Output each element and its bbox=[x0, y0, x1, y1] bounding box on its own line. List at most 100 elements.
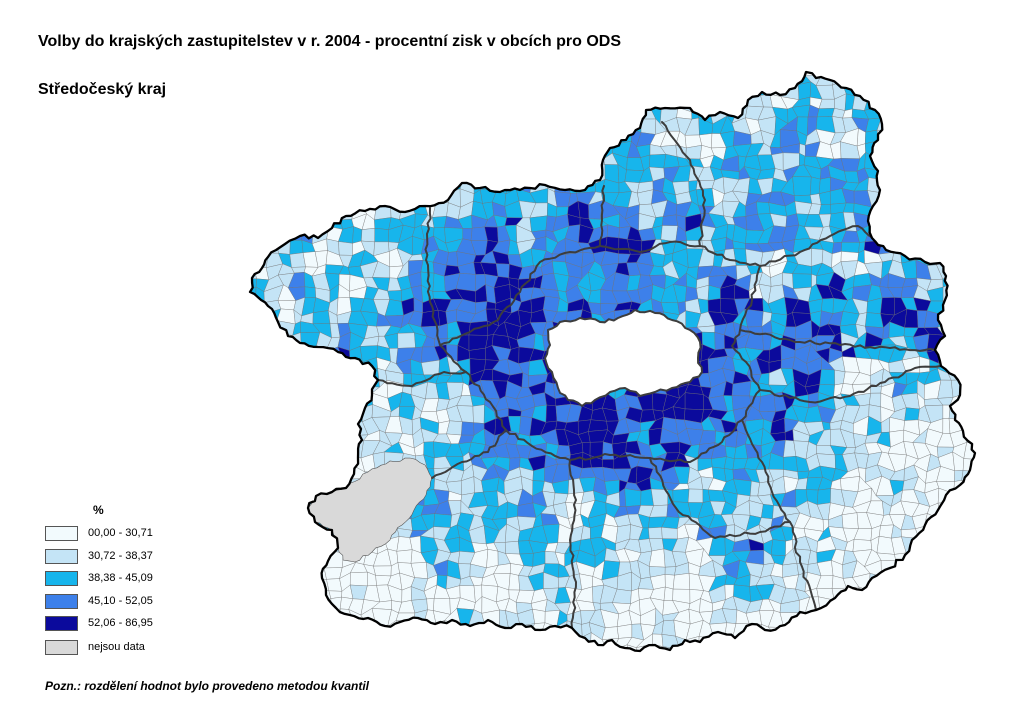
municipality-area bbox=[684, 392, 704, 410]
municipality-area bbox=[397, 332, 416, 349]
municipality-area bbox=[496, 263, 510, 278]
municipality-area bbox=[352, 226, 363, 244]
municipality-area bbox=[342, 356, 353, 376]
municipality-area bbox=[374, 200, 392, 220]
legend-item: 45,10 - 52,05 bbox=[45, 594, 215, 609]
municipality-area bbox=[373, 565, 392, 577]
municipality-area bbox=[648, 527, 663, 539]
legend-item: 30,72 - 38,37 bbox=[45, 549, 215, 564]
municipality-area bbox=[616, 624, 633, 639]
legend-item-no-data: nejsou data bbox=[45, 640, 215, 655]
municipality-area bbox=[841, 512, 859, 529]
municipality-area bbox=[816, 488, 831, 505]
municipality-layer bbox=[250, 72, 975, 651]
municipality-area bbox=[649, 154, 666, 169]
municipality-area bbox=[869, 392, 882, 407]
municipality-area bbox=[664, 574, 675, 590]
municipality-area bbox=[486, 549, 499, 568]
municipality-area bbox=[350, 571, 368, 587]
municipality-area bbox=[698, 636, 715, 651]
municipality-area bbox=[687, 488, 704, 503]
map-note: Pozn.: rozdělení hodnot bylo provedeno m… bbox=[45, 679, 370, 693]
municipality-area bbox=[446, 251, 459, 267]
legend-swatch bbox=[45, 571, 78, 586]
municipality-area bbox=[250, 263, 257, 279]
municipality-area bbox=[480, 625, 500, 640]
municipality-area bbox=[433, 513, 452, 528]
municipality-area bbox=[462, 228, 473, 241]
municipality-area bbox=[662, 214, 678, 226]
municipality-area bbox=[707, 298, 721, 313]
municipality-area bbox=[664, 566, 677, 576]
legend-swatch bbox=[45, 549, 78, 564]
municipality-area bbox=[661, 527, 678, 540]
municipality-area bbox=[592, 320, 606, 340]
municipality-area bbox=[374, 228, 389, 243]
municipality-area bbox=[672, 573, 690, 590]
legend-swatch bbox=[45, 616, 78, 631]
municipality-area bbox=[841, 242, 860, 253]
municipality-area bbox=[744, 308, 764, 328]
municipality-area bbox=[521, 372, 529, 388]
municipality-area bbox=[432, 216, 447, 228]
municipality-area bbox=[818, 191, 831, 205]
municipality-area bbox=[277, 300, 296, 311]
municipality-area bbox=[852, 539, 872, 552]
legend-label: 38,38 - 45,09 bbox=[88, 572, 153, 584]
municipality-area bbox=[554, 180, 571, 194]
municipality-area bbox=[904, 308, 919, 328]
municipality-area bbox=[289, 240, 304, 255]
municipality-area bbox=[840, 476, 860, 492]
municipality-area bbox=[316, 476, 332, 495]
municipality-area bbox=[792, 176, 812, 196]
municipality-area bbox=[581, 165, 596, 184]
municipality-area bbox=[844, 171, 860, 184]
municipality-area bbox=[758, 393, 776, 412]
municipality-area bbox=[461, 421, 475, 436]
municipality-area bbox=[396, 549, 413, 564]
municipality-area bbox=[696, 188, 715, 207]
municipality-area bbox=[783, 456, 798, 472]
municipality-area bbox=[942, 404, 951, 419]
municipality-area bbox=[505, 541, 520, 555]
municipality-area bbox=[792, 273, 812, 289]
municipality-area bbox=[818, 177, 831, 194]
municipality-area bbox=[780, 72, 799, 85]
municipality-area bbox=[761, 504, 774, 520]
municipality-area bbox=[714, 332, 725, 351]
legend-label: 30,72 - 38,37 bbox=[88, 550, 153, 562]
municipality-area bbox=[808, 392, 819, 408]
legend-label: nejsou data bbox=[88, 641, 145, 653]
municipality-area bbox=[661, 374, 679, 388]
municipality-area bbox=[711, 456, 727, 469]
municipality-area bbox=[605, 236, 620, 254]
municipality-area bbox=[770, 539, 786, 556]
municipality-area bbox=[942, 418, 951, 434]
legend-label: 45,10 - 52,05 bbox=[88, 595, 153, 607]
municipality-area bbox=[312, 310, 331, 324]
municipality-area bbox=[810, 176, 821, 196]
legend-swatch bbox=[45, 594, 78, 609]
legend-item: 38,38 - 45,09 bbox=[45, 571, 215, 586]
legend: % 00,00 - 30,71 30,72 - 38,37 38,38 - 45… bbox=[45, 503, 215, 663]
legend-unit: % bbox=[93, 503, 104, 517]
municipality-area bbox=[624, 488, 642, 507]
municipality-area bbox=[553, 382, 571, 399]
region-name: Středočeský kraj bbox=[38, 81, 167, 98]
municipality-area bbox=[961, 418, 975, 431]
municipality-area bbox=[904, 407, 920, 421]
legend-item: 52,06 - 86,95 bbox=[45, 616, 215, 631]
municipality-area bbox=[923, 526, 942, 540]
municipality-area bbox=[953, 480, 968, 494]
municipality-area bbox=[600, 321, 616, 340]
municipality-area bbox=[338, 241, 353, 256]
municipality-area bbox=[864, 152, 884, 172]
municipality-area bbox=[947, 356, 966, 376]
legend-swatch bbox=[45, 526, 78, 541]
municipality-area bbox=[798, 81, 812, 100]
municipality-area bbox=[289, 252, 306, 268]
legend-item: 00,00 - 30,71 bbox=[45, 526, 215, 541]
legend-label: 00,00 - 30,71 bbox=[88, 527, 153, 539]
municipality-area bbox=[421, 359, 440, 376]
municipality-area bbox=[880, 297, 895, 316]
